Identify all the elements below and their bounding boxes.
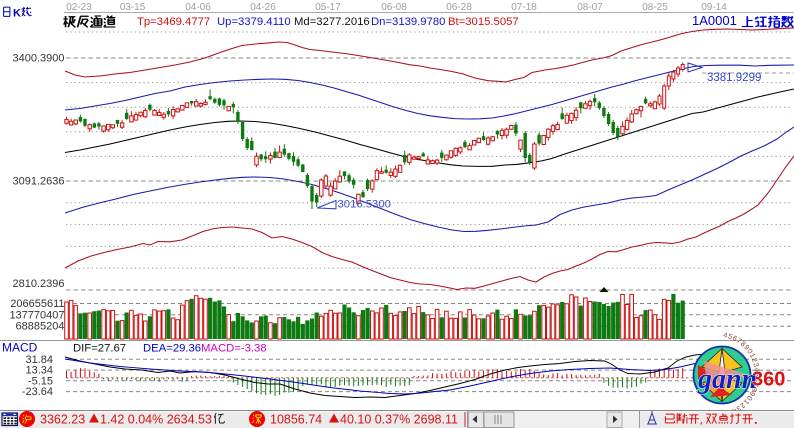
svg-text:2810.2396: 2810.2396 [13,278,65,290]
svg-text:03-15: 03-15 [120,2,146,13]
svg-text:02-23: 02-23 [66,2,92,13]
svg-text:3091.2636: 3091.2636 [13,176,65,188]
svg-text:-23.64: -23.64 [22,386,53,398]
svg-text:10856.74: 10856.74 [270,413,322,427]
svg-text:137770407: 137770407 [9,309,64,321]
svg-text:DIF=27.67: DIF=27.67 [73,343,126,355]
svg-text:3362.23: 3362.23 [40,413,85,427]
svg-text:Up=3379.4110: Up=3379.4110 [217,16,291,28]
svg-text:09-14: 09-14 [701,2,727,13]
svg-text:MACD=-3.38: MACD=-3.38 [201,343,267,355]
svg-text:31.84: 31.84 [25,354,53,366]
svg-text:360: 360 [752,369,785,391]
svg-text:06-28: 06-28 [446,2,472,13]
svg-text:06-08: 06-08 [381,2,407,13]
svg-text:1A0001: 1A0001 [692,13,737,28]
svg-text:04-26: 04-26 [250,2,276,13]
svg-text:05-17: 05-17 [315,2,341,13]
svg-text:07-18: 07-18 [511,2,537,13]
svg-text:-5.15: -5.15 [28,375,53,387]
svg-text:13.34: 13.34 [25,365,53,377]
svg-text:206655611: 206655611 [10,298,64,310]
svg-text:68885204: 68885204 [16,321,65,333]
svg-text:3400.3900: 3400.3900 [13,53,65,65]
svg-text:08-25: 08-25 [642,2,668,13]
svg-text:K: K [13,8,21,20]
svg-text:3016.5300: 3016.5300 [338,199,391,211]
svg-text:Bt=3015.5057: Bt=3015.5057 [448,16,519,28]
svg-text:gann: gann [697,364,757,395]
svg-text:04-06: 04-06 [185,2,211,13]
svg-text:DEA=29.36: DEA=29.36 [143,343,201,355]
svg-text:40.10 0.37% 2698.11: 40.10 0.37% 2698.11 [340,413,458,427]
svg-text:08-07: 08-07 [577,2,603,13]
svg-text:3381.9299: 3381.9299 [707,72,761,84]
svg-text:Md=3277.2016: Md=3277.2016 [294,16,370,28]
svg-text:Tp=3469.4777: Tp=3469.4777 [137,16,210,28]
svg-text:1.42 0.04% 2634.53: 1.42 0.04% 2634.53 [100,413,212,427]
svg-text:MACD: MACD [2,341,38,355]
svg-text:Dn=3139.9780: Dn=3139.9780 [371,16,445,28]
